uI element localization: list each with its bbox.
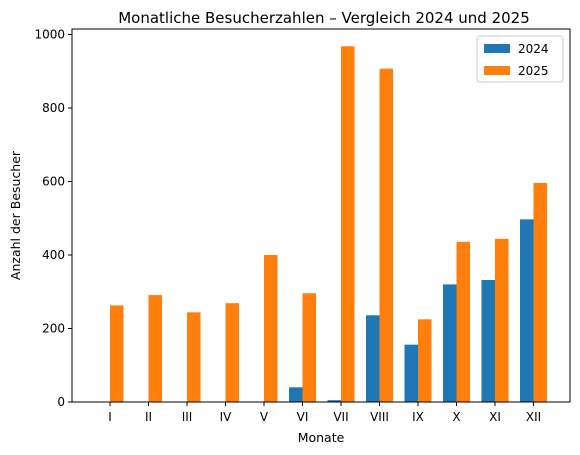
y-tick-label-400: 400 bbox=[42, 248, 65, 262]
x-tick-label-x: X bbox=[452, 410, 460, 424]
bar-2025-xi bbox=[495, 238, 509, 402]
y-tick-label-0: 0 bbox=[57, 395, 65, 409]
bars-layer bbox=[110, 46, 547, 403]
x-tick-label-iv: IV bbox=[220, 410, 233, 424]
bar-2025-ii bbox=[148, 295, 162, 402]
legend: 2024 2025 bbox=[476, 35, 564, 83]
bar-2025-x bbox=[456, 241, 470, 402]
legend-label-2025: 2025 bbox=[518, 64, 549, 78]
x-tick-label-iii: III bbox=[182, 410, 193, 424]
y-tick-label-200: 200 bbox=[42, 322, 65, 336]
y-tick-label-1000: 1000 bbox=[34, 28, 65, 42]
bar-2025-viii bbox=[379, 68, 393, 402]
bar-2024-viii bbox=[366, 315, 380, 402]
bar-2024-vi bbox=[289, 387, 303, 402]
x-tick-label-vii: VII bbox=[333, 410, 348, 424]
legend-label-2024: 2024 bbox=[518, 42, 549, 56]
legend-swatch-2025 bbox=[484, 66, 510, 75]
bar-2024-x bbox=[443, 284, 457, 402]
bar-2025-iii bbox=[187, 312, 201, 402]
legend-swatch-2024 bbox=[484, 44, 510, 53]
x-axis-label: Monate bbox=[298, 430, 345, 445]
y-tick-label-600: 600 bbox=[42, 175, 65, 189]
bar-2025-vii bbox=[341, 46, 355, 403]
x-tick-label-v: V bbox=[260, 410, 269, 424]
y-tick-label-800: 800 bbox=[42, 101, 65, 115]
y-axis: 0 200 400 600 800 1000 bbox=[34, 28, 72, 409]
bar-2025-iv bbox=[225, 303, 239, 402]
bar-2025-i bbox=[110, 305, 124, 402]
bar-2025-v bbox=[264, 255, 278, 402]
bar-2024-xii bbox=[520, 219, 534, 402]
bar-2025-xii bbox=[533, 182, 547, 402]
bar-2024-ix bbox=[404, 344, 418, 402]
x-tick-label-xii: XII bbox=[526, 410, 541, 424]
x-axis: I II III IV V VI VII VIII IX X XI XII bbox=[108, 402, 541, 424]
x-tick-label-ii: II bbox=[145, 410, 152, 424]
bar-2025-vi bbox=[302, 293, 316, 402]
bar-2024-vii bbox=[327, 400, 341, 402]
bar-2024-xi bbox=[481, 279, 495, 402]
x-tick-label-xi: XI bbox=[489, 410, 501, 424]
chart-title: Monatliche Besucherzahlen – Vergleich 20… bbox=[118, 9, 530, 27]
x-tick-label-viii: VIII bbox=[370, 410, 389, 424]
x-tick-label-vi: VI bbox=[297, 410, 309, 424]
x-tick-label-i: I bbox=[108, 410, 112, 424]
plot-frame bbox=[71, 28, 571, 403]
x-tick-label-ix: IX bbox=[412, 410, 424, 424]
y-axis-label: Anzahl der Besucher bbox=[8, 150, 23, 280]
bar-2025-ix bbox=[418, 319, 432, 402]
